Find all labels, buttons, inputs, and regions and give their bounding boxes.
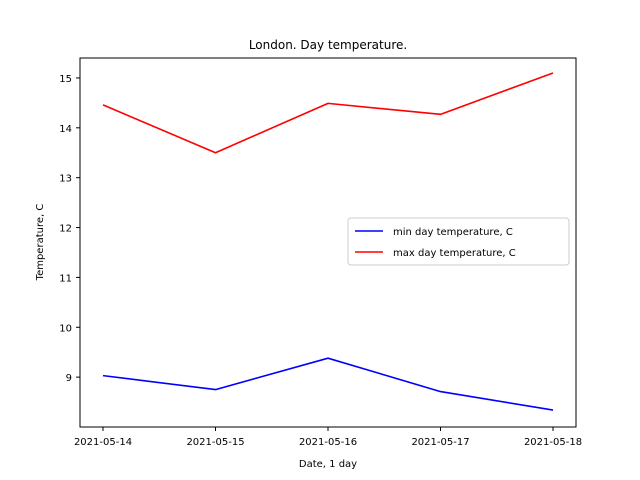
x-axis-label: Date, 1 day <box>299 459 357 470</box>
legend-entry-label: min day temperature, C <box>393 227 513 238</box>
legend-box <box>347 217 570 266</box>
legend: min day temperature, C max day temperatur… <box>347 217 570 266</box>
x-tick-label: 2021-05-14 <box>74 437 132 448</box>
y-axis: 9 10 11 12 13 14 15 <box>59 74 80 384</box>
series-lines <box>102 72 554 411</box>
max-temperature-line <box>102 72 554 154</box>
x-tick-label: 2021-05-16 <box>299 437 357 448</box>
y-axis-label: Temperature, C <box>35 204 46 282</box>
legend-entry-label: max day temperature, C <box>393 248 516 259</box>
chart-title: London. Day temperature. <box>249 38 407 52</box>
x-tick-label: 2021-05-17 <box>411 437 469 448</box>
y-tick-label: 12 <box>59 224 72 235</box>
x-axis: 2021-05-14 2021-05-15 2021-05-16 2021-05-17… <box>74 427 582 448</box>
y-tick-label: 11 <box>59 273 72 284</box>
min-temperature-line <box>102 357 554 411</box>
y-tick-label: 13 <box>59 174 72 185</box>
y-tick-label: 10 <box>59 323 72 334</box>
y-tick-label: 15 <box>59 74 72 85</box>
x-tick-label: 2021-05-18 <box>524 437 582 448</box>
x-tick-label: 2021-05-15 <box>186 437 244 448</box>
y-tick-label: 14 <box>59 124 72 135</box>
y-tick-label: 9 <box>66 373 72 384</box>
